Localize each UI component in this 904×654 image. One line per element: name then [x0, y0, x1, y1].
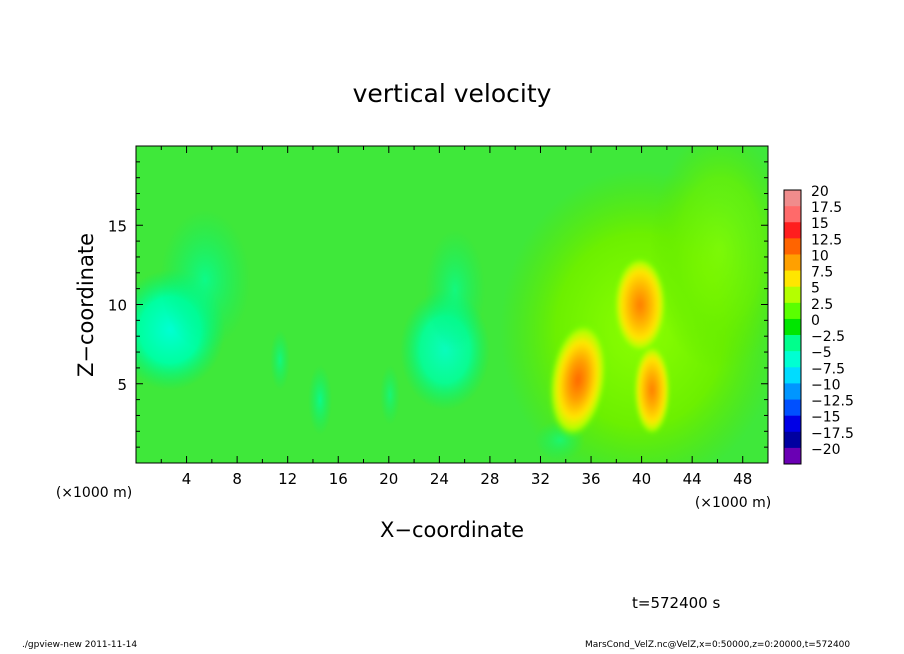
colorbar-label: −17.5: [811, 426, 854, 442]
colorbar-label: 12.5: [811, 232, 842, 248]
updraft-core: [614, 257, 666, 353]
colorbar-swatch: [784, 190, 801, 207]
x-unit-label: (×1000 m): [695, 495, 771, 511]
colorbar-swatch: [784, 206, 801, 223]
colorbar-swatch: [784, 399, 801, 416]
footer-left: ./gpview-new 2011-11-14: [22, 640, 138, 650]
colorbar-swatch: [784, 335, 801, 352]
cold-region: [136, 210, 585, 460]
field-blob: [650, 146, 768, 370]
colorbar-label: −2.5: [811, 329, 845, 345]
y-tick-label: 10: [108, 297, 127, 315]
colorbar-swatch: [784, 302, 801, 320]
y-axis-ticks: 5 10 15: [108, 161, 768, 448]
field-blob: [308, 365, 332, 435]
colorbar-label: 10: [811, 248, 829, 264]
colorbar-swatch: [784, 254, 801, 271]
colorbar-label: −20: [811, 442, 841, 458]
colorbar-label: 2.5: [811, 297, 833, 313]
colorbar-swatch: [784, 415, 801, 433]
y-unit-label: (×1000 m): [56, 485, 132, 501]
colorbar-label: −15: [811, 410, 841, 426]
colorbar-label: 20: [811, 184, 829, 200]
field-blob: [425, 230, 485, 350]
colorbar-swatch: [784, 270, 801, 288]
colorbar-label: −5: [811, 345, 832, 361]
chart-title: vertical velocity: [353, 79, 552, 108]
y-tick-label: 5: [117, 376, 127, 394]
colorbar-swatch: [784, 431, 801, 449]
x-tick-label: 44: [683, 470, 702, 488]
x-tick-label: 36: [581, 470, 600, 488]
colorbar: 2017.51512.5107.552.50−2.5−5−7.5−10−12.5…: [783, 184, 854, 465]
x-tick-label: 40: [632, 470, 651, 488]
time-label: t=572400 s: [632, 594, 721, 612]
x-tick-label: 24: [430, 470, 449, 488]
field-blob: [270, 330, 290, 390]
colorbar-label: −12.5: [811, 394, 854, 410]
x-axis-ticks: 4 8 12 16 20 24 28 32 36 40 44 48: [160, 146, 752, 488]
colorbar-label: −7.5: [811, 361, 845, 377]
y-tick-label: 15: [108, 217, 127, 235]
updraft-cores: [549, 257, 670, 438]
colorbar-swatch: [784, 238, 801, 255]
x-tick-label: 8: [232, 470, 242, 488]
colorbar-swatch: [784, 222, 801, 239]
x-tick-label: 28: [480, 470, 499, 488]
colorbar-swatch: [784, 447, 801, 465]
colorbar-swatch: [784, 318, 801, 336]
colorbar-swatch: [784, 286, 801, 304]
colorbar-label: −10: [811, 377, 841, 393]
colorbar-label: 7.5: [811, 265, 833, 281]
colorbar-swatch: [784, 367, 801, 384]
field-blob: [160, 210, 250, 350]
x-tick-label: 48: [733, 470, 752, 488]
y-axis-label: Z−coordinate: [74, 233, 98, 377]
updraft-core: [634, 345, 670, 435]
x-tick-label: 16: [329, 470, 348, 488]
updraft-core: [549, 322, 607, 438]
x-axis-label: X−coordinate: [380, 518, 524, 542]
colorbar-frame: [783, 189, 802, 465]
heatmap-field: [136, 146, 768, 463]
colorbar-swatch: [784, 383, 801, 400]
colorbar-label: 5: [811, 281, 820, 297]
colorbar-label: 0: [811, 313, 820, 329]
colorbar-label: 15: [811, 216, 829, 232]
field-blob: [380, 365, 400, 425]
footer-right: MarsCond_VelZ.nc@VelZ,x=0:50000,z=0:2000…: [585, 640, 851, 650]
colorbar-swatch: [784, 351, 801, 368]
x-tick-label: 20: [379, 470, 398, 488]
x-tick-label: 12: [278, 470, 297, 488]
x-tick-label: 4: [182, 470, 192, 488]
colorbar-label: 17.5: [811, 200, 842, 216]
x-tick-label: 32: [531, 470, 550, 488]
